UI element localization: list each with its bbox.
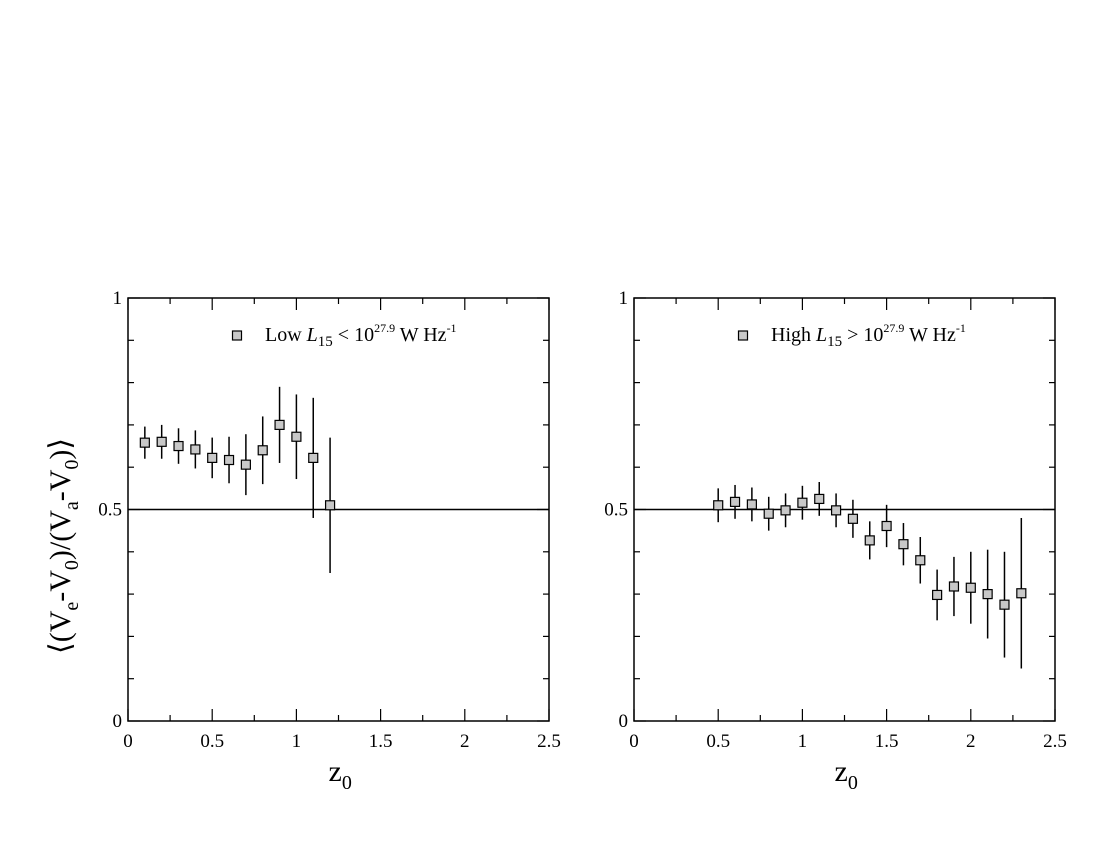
- data-point: [746, 499, 757, 510]
- legend-label-sup: -1: [956, 321, 966, 335]
- legend-label-part: Low: [265, 324, 307, 346]
- data-point: [881, 520, 892, 532]
- x-axis-label-main: z: [329, 755, 342, 788]
- data-point: [763, 508, 774, 519]
- legend-label-part: L: [306, 324, 318, 346]
- legend-label: High L15 > 1027.9 W Hz-1: [771, 321, 966, 350]
- legend-label-part: > 10: [842, 324, 883, 346]
- data-point: [139, 437, 150, 448]
- data-point: [999, 599, 1010, 610]
- legend-label-part: W Hz: [904, 324, 956, 346]
- data-point: [932, 589, 943, 601]
- legend-label-sup: 27.9: [883, 321, 904, 335]
- x-axis-label: z0: [835, 755, 858, 794]
- legend-label-part: W Hz: [395, 324, 447, 346]
- data-point: [982, 588, 993, 600]
- data-point: [780, 505, 791, 516]
- data-point: [308, 452, 319, 463]
- x-tick-label: 0.5: [706, 731, 730, 752]
- legend-label-sup: 27.9: [374, 321, 395, 335]
- data-point: [156, 436, 167, 447]
- x-tick-label: 0: [629, 731, 639, 752]
- x-tick-label: 2: [460, 731, 470, 752]
- data-point: [814, 493, 825, 505]
- x-tick-label: 1.5: [369, 731, 393, 752]
- x-tick-label: 0.5: [200, 731, 224, 752]
- y-tick-label: 0: [113, 711, 123, 732]
- x-tick-label: 2: [966, 731, 976, 752]
- data-point: [240, 459, 251, 470]
- data-point: [324, 500, 336, 511]
- data-point: [207, 452, 218, 463]
- data-point: [713, 500, 724, 511]
- legend-label-part: High: [771, 324, 816, 346]
- data-point: [223, 454, 235, 466]
- data-point: [965, 582, 976, 593]
- data-point: [190, 444, 201, 455]
- legend-marker: [231, 330, 243, 341]
- legend-label-sub: 15: [318, 334, 333, 350]
- x-tick-label: 1: [798, 731, 808, 752]
- legend-label-part: < 10: [333, 324, 374, 346]
- x-axis-label-main: z: [835, 755, 848, 788]
- y-axis-label-sub: 0: [61, 460, 83, 470]
- y-tick-label: 0.5: [98, 500, 122, 521]
- y-axis-label-part: )⟩: [44, 438, 77, 460]
- data-point: [864, 535, 875, 546]
- data-point: [898, 539, 909, 550]
- data-point: [830, 505, 842, 516]
- y-tick-label: 1: [113, 288, 123, 309]
- data-point: [847, 513, 859, 524]
- y-axis-label-sub: 0: [61, 560, 83, 570]
- data-point: [729, 496, 741, 507]
- y-axis-label-part: -V: [44, 570, 77, 602]
- y-tick-label: 0.5: [604, 500, 628, 521]
- data-point: [173, 440, 184, 452]
- right-panel: 0 0.5 1 1.5 2 2.5 0 0.5 1 High L15 > 1027.9 W Hz-…: [604, 288, 1067, 794]
- y-axis-label-sub: a: [61, 501, 83, 510]
- y-axis-label: ⟨(Ve-V0)/(Va-V0)⟩: [44, 438, 83, 654]
- legend-label-sub: 15: [827, 334, 842, 350]
- legend-label: Low L15 < 1027.9 W Hz-1: [265, 321, 457, 350]
- legend-marker: [737, 330, 749, 341]
- data-point: [948, 581, 960, 592]
- x-axis-label-sub: 0: [342, 772, 352, 794]
- x-tick-label: 2.5: [537, 731, 561, 752]
- y-tick-label: 1: [619, 288, 629, 309]
- y-axis-label-part: )/(V: [44, 510, 77, 560]
- legend-label-sup: -1: [447, 321, 457, 335]
- data-point: [915, 555, 926, 566]
- x-tick-label: 1: [292, 731, 302, 752]
- left-panel: 0 0.5 1 1.5 2 2.5 0 0.5 1 Low L15 < 1027.9 W Hz-1…: [98, 288, 561, 794]
- x-axis-label: z0: [329, 755, 352, 794]
- y-axis-label-sub: e: [61, 602, 83, 611]
- x-axis-label-sub: 0: [848, 772, 858, 794]
- data-point: [797, 497, 808, 508]
- data-point: [274, 419, 285, 430]
- x-tick-label: 0: [123, 731, 133, 752]
- x-tick-label: 2.5: [1043, 731, 1067, 752]
- y-tick-label: 0: [619, 711, 629, 732]
- data-point: [257, 445, 268, 456]
- y-axis-label-part: -V: [44, 469, 77, 501]
- data-point: [1016, 588, 1027, 599]
- x-tick-label: 1.5: [875, 731, 899, 752]
- legend-label-part: L: [815, 324, 827, 346]
- data-point: [291, 431, 302, 442]
- y-axis-label-part: ⟨(V: [44, 610, 77, 654]
- axis-labels: ⟨(Ve-V0)/(Va-V0)⟩: [44, 438, 83, 654]
